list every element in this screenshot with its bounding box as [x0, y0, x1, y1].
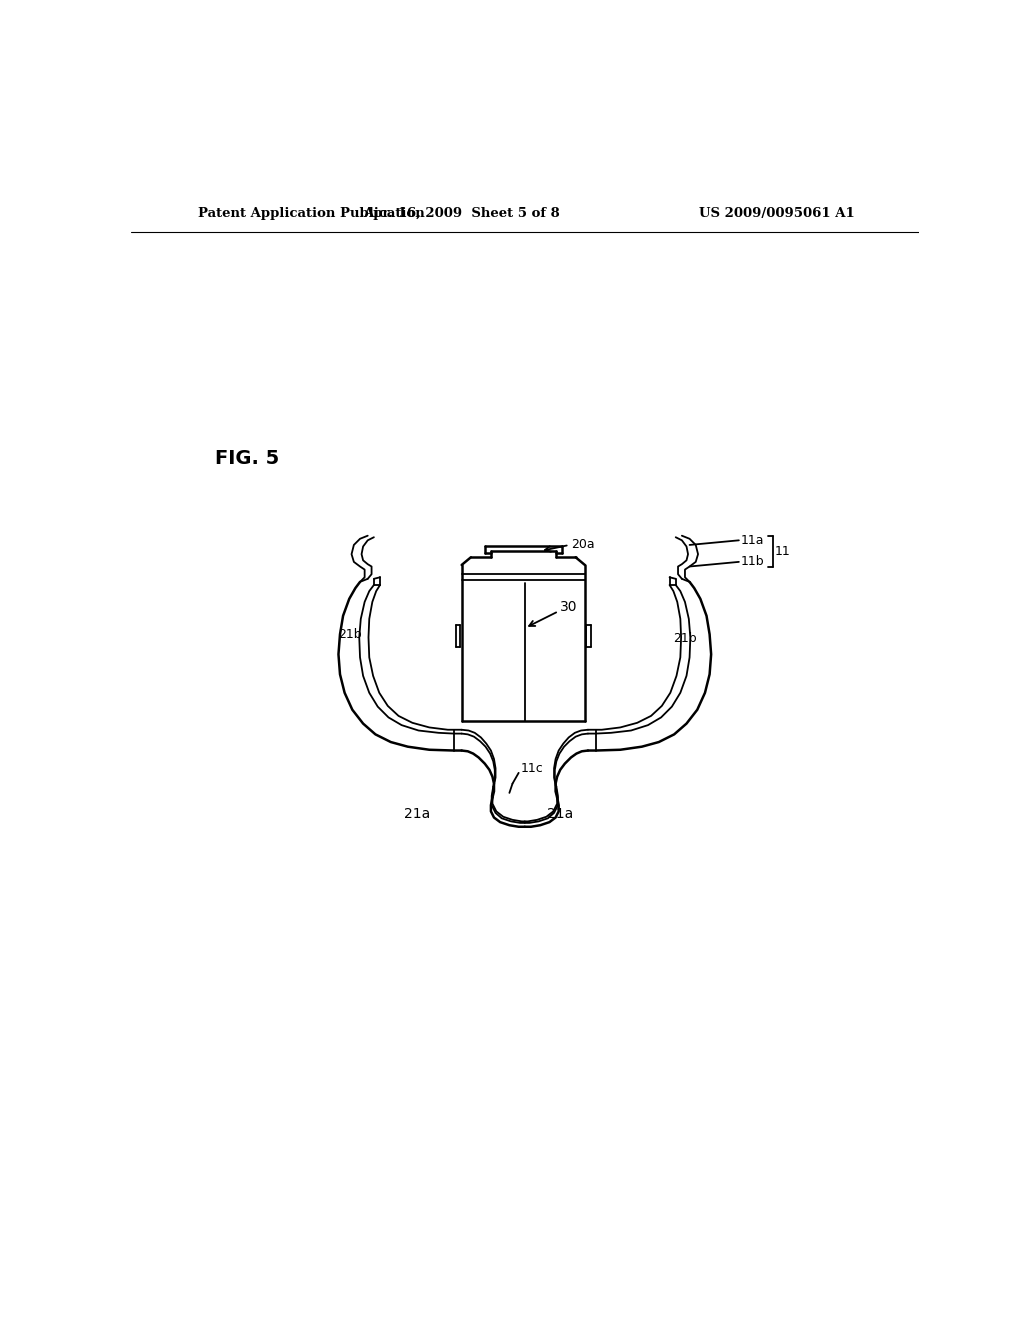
Text: 20a: 20a — [571, 539, 595, 552]
Text: 21a: 21a — [547, 808, 573, 821]
Text: Apr. 16, 2009  Sheet 5 of 8: Apr. 16, 2009 Sheet 5 of 8 — [364, 207, 560, 220]
Text: 30: 30 — [560, 599, 578, 614]
Text: 11b: 11b — [741, 556, 765, 569]
Text: 11c: 11c — [520, 762, 543, 775]
Text: 21a: 21a — [403, 808, 430, 821]
Text: FIG. 5: FIG. 5 — [215, 449, 280, 469]
Text: Patent Application Publication: Patent Application Publication — [199, 207, 425, 220]
Text: 21b: 21b — [673, 632, 696, 645]
Text: US 2009/0095061 A1: US 2009/0095061 A1 — [698, 207, 854, 220]
Text: 21b: 21b — [338, 628, 361, 640]
Text: 11: 11 — [775, 545, 791, 557]
Text: 11a: 11a — [741, 533, 765, 546]
